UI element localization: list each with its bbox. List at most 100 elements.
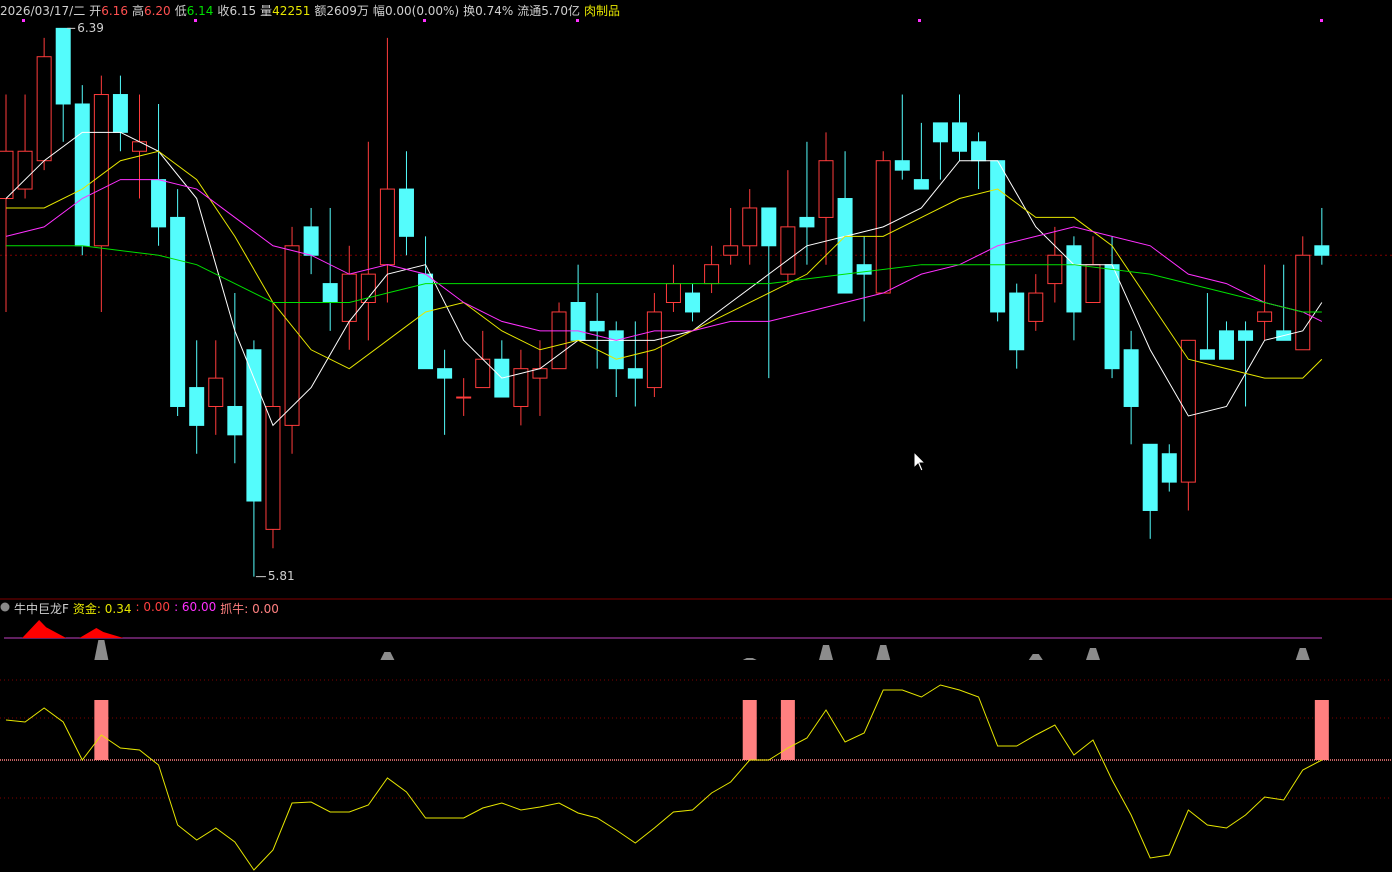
header-value: 6.20 <box>143 4 171 18</box>
header-value: 6.16 <box>101 4 128 18</box>
grey-signal <box>876 645 891 660</box>
candle-body <box>570 302 586 341</box>
candle-body <box>341 273 357 322</box>
signal-bar <box>780 700 795 760</box>
candle-body <box>837 198 853 294</box>
candle-body <box>0 150 14 200</box>
candle-body <box>246 349 262 502</box>
candle-body <box>704 264 720 285</box>
header-item: 开6.16 <box>89 2 128 19</box>
candle-body <box>284 245 300 426</box>
marker <box>918 19 921 22</box>
grey-signal <box>1085 648 1100 660</box>
legend-item: 资金: 0.34 <box>72 602 132 616</box>
header-item: 幅0.00(0.00%) <box>373 2 459 19</box>
moving-average <box>6 150 1323 379</box>
candle-body <box>74 103 90 247</box>
candle-body <box>913 179 929 190</box>
indicator-title: 牛中巨龙F <box>14 602 69 616</box>
candle-body <box>398 188 414 237</box>
candle-body <box>456 396 472 399</box>
marker <box>423 19 426 22</box>
candle-body <box>551 311 567 370</box>
candle-body <box>1142 443 1158 511</box>
candle-body <box>189 387 205 426</box>
candle-body <box>952 122 967 152</box>
candle-body <box>1218 330 1234 360</box>
candle-body <box>589 320 605 332</box>
candle-body <box>665 283 681 303</box>
header-item: 量42251 <box>260 2 310 19</box>
header-label: 额 <box>314 4 327 18</box>
header-label: 量 <box>260 4 273 18</box>
candle-body <box>780 226 796 275</box>
header-value: 5.70亿 <box>541 4 581 18</box>
marker <box>576 19 579 22</box>
moving-average <box>5 179 1323 341</box>
candle-body <box>1085 264 1101 303</box>
grey-signal <box>1028 654 1043 660</box>
header-value: 0.00(0.00%) <box>384 4 460 18</box>
candle-body <box>208 377 224 407</box>
legend-item: : 0.00 <box>135 600 171 614</box>
candle-body <box>322 283 338 303</box>
marker <box>1320 19 1323 22</box>
header-value: 6.14 <box>186 4 214 18</box>
candle-body <box>971 141 987 162</box>
red-signal <box>79 628 124 638</box>
header-value: 2609万 <box>326 4 369 18</box>
candle-body <box>1199 349 1215 360</box>
header-value: 6.15 <box>229 4 257 18</box>
low-label: 5.81 <box>268 569 295 583</box>
candle-body <box>742 207 758 247</box>
header-item: 换0.74% <box>463 2 513 19</box>
candle-body <box>112 94 128 133</box>
candle-body <box>894 160 910 171</box>
header-item: 流通5.70亿 <box>517 2 580 19</box>
candle-body <box>1314 245 1330 256</box>
legend-item: 抓牛: 0.00 <box>220 602 279 616</box>
candle-body <box>1238 330 1254 341</box>
high-label: 6.39 <box>77 21 104 35</box>
candle-body <box>513 368 529 407</box>
candle-body <box>1047 254 1063 285</box>
indicator-legend: 牛中巨龙F 资金: 0.34: 0.00: 60.00 抓牛: 0.00 <box>14 600 279 617</box>
top-markers <box>22 19 1323 22</box>
grey-signal <box>1295 648 1310 660</box>
candle-body <box>1009 292 1025 351</box>
candle-body <box>856 264 872 275</box>
header-label: 流通 <box>517 4 542 18</box>
candle-body <box>303 226 319 256</box>
candle-body <box>1028 292 1044 322</box>
candle-body <box>93 94 109 247</box>
header-item: 收6.15 <box>217 2 256 19</box>
header-label: 换 <box>463 4 476 18</box>
header-item: 额2609万 <box>314 2 369 19</box>
candle-body <box>1257 311 1273 322</box>
indicator-line <box>5 684 1323 871</box>
signal-bar <box>94 700 109 760</box>
candle-body <box>627 368 643 379</box>
candle-body <box>990 160 1006 313</box>
candle-body <box>379 188 395 266</box>
collapse-icon[interactable] <box>0 602 10 612</box>
candle-body <box>1161 453 1177 483</box>
candle-body <box>685 292 701 313</box>
header-item: 高6.20 <box>132 2 171 19</box>
legend-item: : 60.00 <box>174 600 217 614</box>
red-signal <box>22 620 67 638</box>
header: 2026/03/17/二 开6.16 高6.20 低6.14 收6.15 量42251 额… <box>0 2 620 19</box>
candle-body <box>55 27 71 105</box>
header-item: 低6.14 <box>175 2 214 19</box>
header-label: 开 <box>89 4 102 18</box>
candle-body <box>761 207 777 247</box>
header-label: 高 <box>131 4 144 18</box>
candle-body <box>418 273 434 370</box>
header-label: 收 <box>217 4 230 18</box>
candle-body <box>265 405 281 530</box>
sector: 肉制品 <box>584 4 621 18</box>
moving-average <box>6 245 1322 313</box>
candle-body <box>151 179 167 228</box>
